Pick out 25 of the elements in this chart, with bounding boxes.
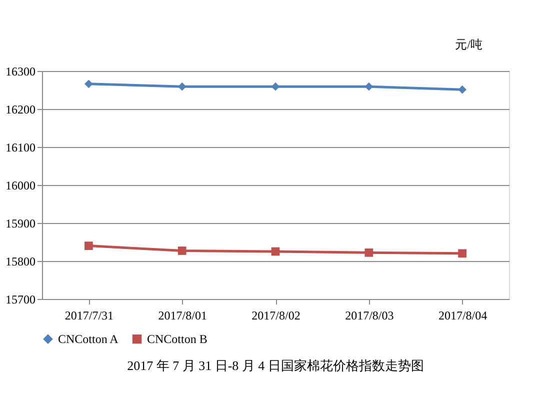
x-tick-label: 2017/8/02 (252, 308, 300, 322)
point (84, 80, 93, 88)
x-tick-label: 2017/8/04 (438, 308, 488, 322)
point (271, 82, 280, 91)
x-tick-label: 2017/7/31 (64, 308, 114, 322)
text: 2017 年 7 月 31 日-8 月 4 日国家棉花价格指数走势图 (127, 358, 424, 373)
y-tick-label: 16200 (6, 102, 36, 116)
y-tick-label: 16100 (6, 140, 36, 154)
point (178, 246, 186, 255)
point (178, 82, 186, 91)
legend-label: CNCotton B (147, 332, 208, 346)
point (271, 247, 280, 256)
y-tick-label: 15700 (6, 292, 36, 306)
point (458, 85, 466, 94)
point (84, 242, 93, 250)
x-tick-label: 2017/8/03 (345, 308, 394, 322)
point (364, 248, 374, 257)
x-tick-label: 2017/8/01 (158, 308, 207, 322)
y-tick-label: 15800 (6, 254, 36, 268)
legend-label: CNCotton A (58, 332, 119, 346)
y-tick-label: 16300 (6, 64, 36, 78)
point (458, 249, 466, 258)
y-tick-label: 16000 (6, 178, 36, 192)
y-tick-label: 15900 (6, 216, 36, 230)
y-axis-title: 元/吨 (455, 38, 482, 52)
